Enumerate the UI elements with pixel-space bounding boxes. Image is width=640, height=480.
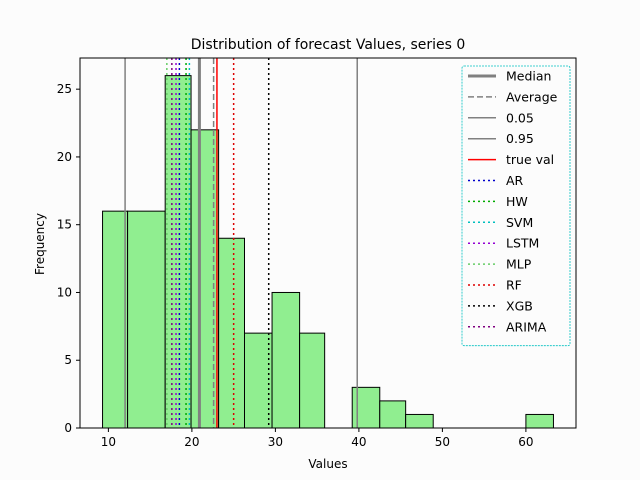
histogram-bar — [164, 75, 192, 429]
y-axis-label: Frequency — [33, 213, 47, 275]
legend-label: ARIMA — [506, 319, 547, 334]
histogram-bar — [379, 400, 407, 429]
x-axis-label: Values — [308, 457, 347, 471]
x-tick-label: 60 — [518, 435, 533, 449]
histogram-bar — [102, 210, 129, 429]
legend-label: true val — [506, 152, 554, 167]
legend-label: Average — [506, 89, 558, 104]
chart-title: Distribution of forecast Values, series … — [191, 37, 466, 53]
axes-frame — [79, 57, 577, 429]
legend-label: LSTM — [506, 236, 539, 251]
histogram-bar — [351, 386, 381, 429]
y-tick-label: 0 — [64, 421, 72, 435]
histogram-bar — [271, 291, 301, 429]
histogram-bar — [218, 237, 245, 429]
legend-label: SVM — [506, 215, 533, 230]
x-tick-label: 10 — [101, 435, 116, 449]
histogram-bar — [525, 413, 554, 429]
legend-label: 0.05 — [506, 110, 534, 125]
y-tick-label: 20 — [57, 150, 72, 164]
legend-label: 0.95 — [506, 131, 534, 146]
y-tick-label: 10 — [57, 285, 72, 299]
histogram-bar — [299, 332, 326, 429]
x-tick-label: 20 — [184, 435, 199, 449]
legend-label: RF — [506, 278, 522, 293]
legend-label: HW — [506, 194, 528, 209]
legend: Median Average 0.05 0.95 true val AR HW SVM LSTM… — [461, 65, 571, 347]
histogram-bar — [243, 332, 273, 429]
x-tick-label: 40 — [351, 435, 366, 449]
histogram-bar — [405, 413, 434, 429]
y-tick-label: 25 — [57, 82, 72, 96]
legend-label: MLP — [506, 257, 532, 272]
x-tick-label: 30 — [268, 435, 283, 449]
legend-label: XGB — [506, 298, 533, 313]
histogram-bar — [190, 129, 220, 429]
legend-label: Median — [506, 69, 551, 84]
legend-box — [461, 65, 571, 347]
y-tick-label: 5 — [64, 353, 72, 367]
x-tick-label: 50 — [435, 435, 450, 449]
histogram-bar — [127, 210, 166, 429]
y-tick-label: 15 — [57, 218, 72, 232]
legend-label: AR — [506, 173, 524, 188]
